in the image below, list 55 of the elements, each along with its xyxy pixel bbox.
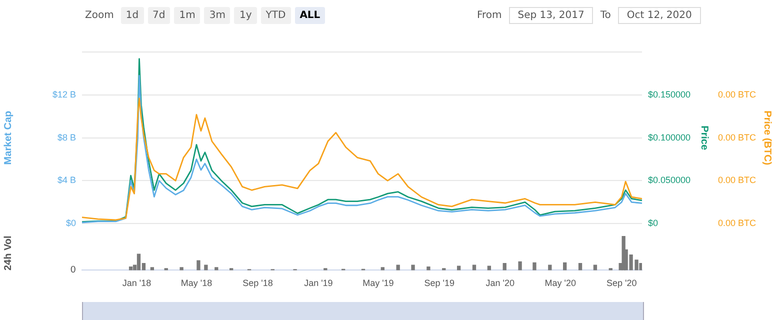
y-tick-label: $8 B: [57, 132, 76, 142]
y-tick-label: $4 B: [57, 175, 76, 186]
y3-tick-label: 0.00 BTC: [718, 89, 757, 100]
y3-tick-label: 0.00 BTC: [718, 132, 757, 142]
bar: [180, 267, 184, 270]
bar: [593, 264, 598, 270]
x-tick-label: Jan '19: [304, 278, 333, 288]
y3-tick-label: 0.00 BTC: [718, 218, 757, 228]
text: From: [476, 10, 503, 21]
y3-tick-label: 0.00 BTC: [718, 175, 757, 186]
x-tick-label: Sep '20: [606, 278, 637, 288]
zoom-button: ALL: [294, 7, 326, 24]
y2-tick-label: $0.150000: [648, 89, 691, 100]
bar: [426, 266, 430, 270]
bar: [563, 262, 567, 270]
zoom-button: 3m: [204, 7, 230, 24]
bar: [472, 264, 476, 270]
y2-tick-label: $0.050000: [648, 175, 691, 186]
bar: [532, 262, 536, 270]
text: Zoom: [84, 10, 115, 21]
x-tick-label: Sep '19: [424, 278, 455, 288]
y3-axis-title: Price (BTC): [761, 110, 772, 166]
bar: [548, 264, 552, 270]
text: 0: [70, 266, 76, 276]
bar: [518, 261, 522, 270]
x-tick-label: May '18: [180, 278, 212, 288]
zoom-button: YTD: [260, 7, 291, 24]
zoom-button: 1m: [174, 7, 200, 24]
zoom-button: 1y: [234, 7, 257, 24]
bar: [380, 267, 384, 270]
x-tick-label: May '19: [362, 278, 394, 288]
bar: [578, 263, 582, 270]
bar: [411, 264, 415, 270]
x-tick-label: May '20: [544, 278, 576, 288]
bar: [196, 260, 200, 270]
x-tick-label: Jan '20: [486, 278, 515, 288]
y-tick-label: $0: [66, 218, 76, 228]
y2-axis-title: Price: [698, 126, 710, 150]
y2-tick-label: $0: [648, 218, 658, 228]
date-field: Oct 12, 2020: [618, 7, 701, 24]
zoom-button: 7d: [148, 7, 170, 24]
bar: [150, 267, 154, 270]
y-axis-title: 24h Vol: [2, 235, 14, 271]
bar: [502, 263, 506, 270]
date-field: Sep 13, 2017: [508, 7, 594, 24]
zoom-button: 1d: [120, 7, 144, 24]
y2-tick-label: $0.100000: [648, 132, 691, 142]
x-tick-label: Sep '18: [242, 278, 273, 288]
x-tick-label: Jan '18: [122, 278, 152, 288]
text: To: [599, 10, 612, 21]
bar: [204, 264, 208, 270]
bar: [214, 267, 218, 270]
y-axis-title: Market Cap: [2, 110, 14, 165]
bar: [396, 264, 400, 270]
y-tick-label: $12 B: [52, 89, 76, 100]
